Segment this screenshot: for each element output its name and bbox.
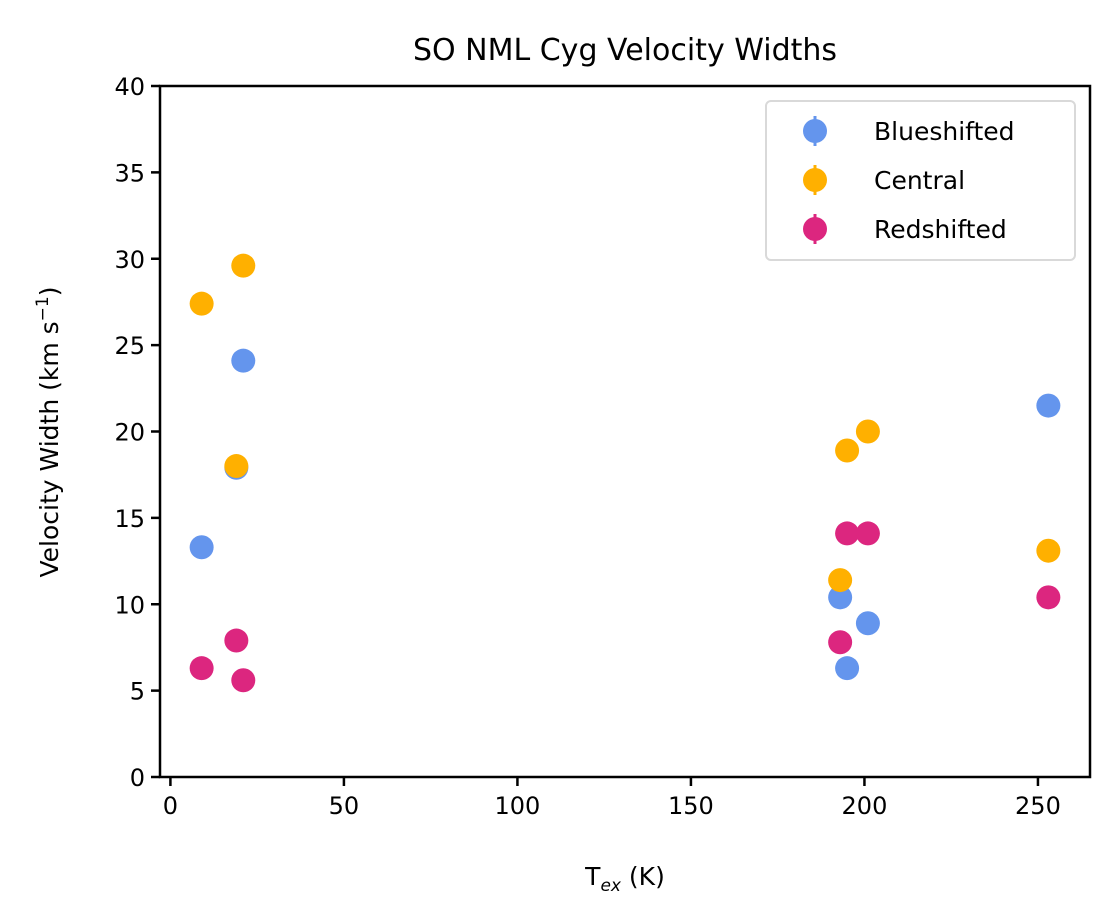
data-point-blueshifted [855, 611, 880, 636]
y-axis-label-suffix: ) [35, 287, 64, 297]
data-point-blueshifted [828, 585, 853, 610]
legend-label: Central [874, 166, 965, 195]
data-point-central [855, 419, 880, 444]
x-tick-label: 250 [1015, 792, 1061, 820]
y-tick-label: 0 [130, 764, 145, 792]
data-point-redshifted [189, 656, 214, 681]
y-axis-label-superscript: −1 [33, 296, 53, 321]
data-point-blueshifted [835, 656, 860, 681]
data-point-blueshifted [189, 535, 214, 560]
x-axis: 0 50 100 150 200 250 [163, 777, 1061, 820]
data-point-redshifted [1036, 585, 1061, 610]
y-tick-label: 5 [130, 678, 145, 706]
y-axis-label-prefix: Velocity Width (km s [35, 321, 64, 577]
y-tick-label: 25 [114, 332, 145, 360]
legend: Blueshifted Central Redshifted [765, 100, 1076, 261]
data-point-central [189, 291, 214, 316]
y-axis-label: Velocity Width (km s−1) [33, 287, 64, 578]
legend-frame [765, 100, 1076, 261]
y-tick-label: 15 [114, 505, 145, 533]
data-point-redshifted [224, 628, 249, 653]
legend-label: Redshifted [874, 215, 1007, 244]
legend-marker-icon [803, 119, 827, 143]
data-point-redshifted [828, 630, 853, 655]
data-point-redshifted [231, 668, 256, 693]
x-tick-label: 50 [329, 792, 360, 820]
x-axis-label-suffix: (K) [621, 862, 665, 891]
x-tick-label: 200 [842, 792, 888, 820]
x-tick-label: 100 [495, 792, 541, 820]
legend-marker-icon [803, 217, 827, 241]
y-tick-label: 10 [114, 591, 145, 619]
series-central [189, 253, 1061, 593]
legend-label: Blueshifted [874, 117, 1015, 146]
data-point-blueshifted [231, 348, 256, 373]
legend-item-blueshifted: Blueshifted [803, 116, 1015, 146]
y-axis: 0 5 10 15 20 25 30 35 40 [114, 73, 160, 792]
data-point-central [231, 253, 256, 278]
x-tick-label: 150 [668, 792, 714, 820]
data-point-central [828, 568, 853, 593]
x-axis-label-subscript: ex [600, 876, 621, 896]
y-tick-label: 35 [114, 159, 145, 187]
data-point-redshifted [855, 521, 880, 546]
data-point-blueshifted [1036, 393, 1061, 418]
series-redshifted [189, 521, 1061, 693]
legend-item-redshifted: Redshifted [803, 214, 1007, 244]
series-blueshifted [189, 348, 1061, 681]
chart-title: SO NML Cyg Velocity Widths [413, 33, 837, 68]
y-tick-label: 30 [114, 246, 145, 274]
x-axis-label-base: T [584, 862, 601, 891]
data-points [189, 253, 1061, 693]
legend-marker-icon [803, 168, 827, 192]
data-point-central [835, 438, 860, 463]
x-tick-label: 0 [163, 792, 178, 820]
y-tick-label: 40 [114, 73, 145, 101]
data-point-redshifted [835, 521, 860, 546]
y-tick-label: 20 [114, 419, 145, 447]
data-point-central [224, 454, 249, 479]
data-point-central [1036, 538, 1061, 563]
legend-item-central: Central [803, 165, 965, 195]
x-axis-label: Tex (K) [584, 862, 665, 896]
